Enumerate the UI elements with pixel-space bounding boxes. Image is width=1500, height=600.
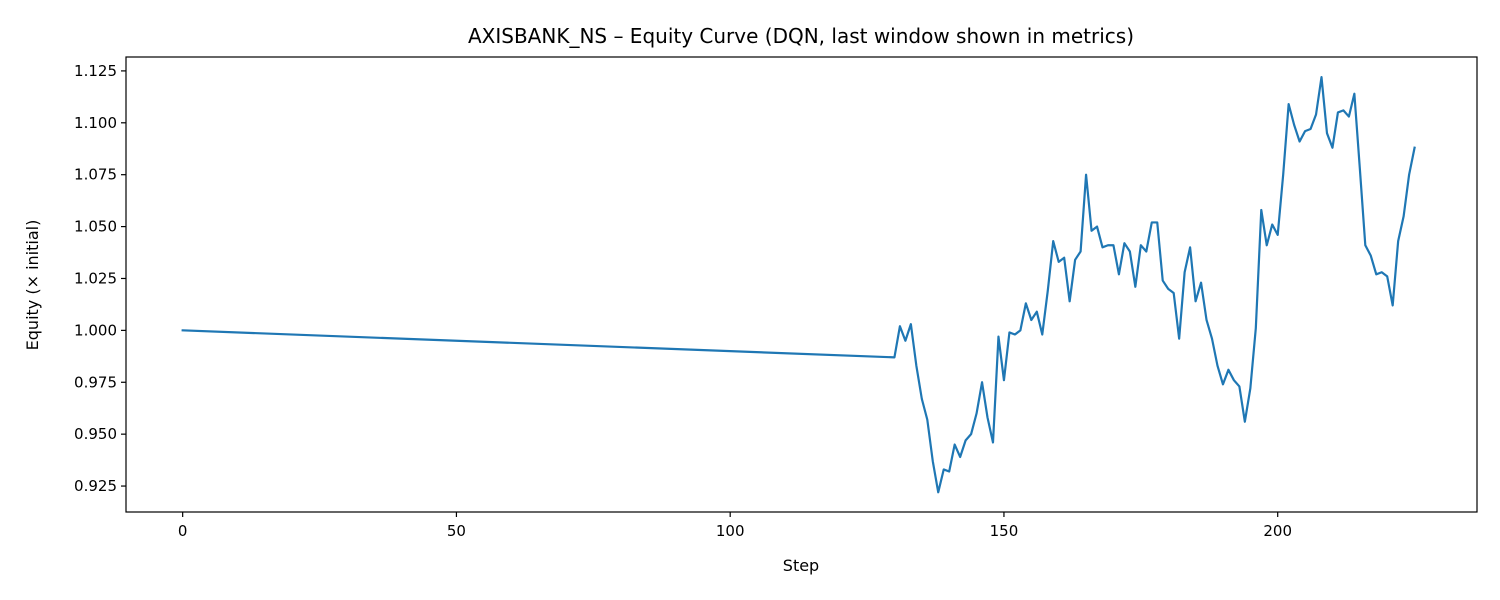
x-axis-label: Step	[783, 556, 819, 575]
y-tick-label: 1.125	[74, 62, 117, 80]
chart-title: AXISBANK_NS – Equity Curve (DQN, last wi…	[468, 24, 1134, 48]
x-tick-label: 200	[1263, 522, 1292, 540]
y-tick-label: 1.025	[74, 269, 117, 287]
y-tick-label: 1.075	[74, 166, 117, 184]
x-tick-label: 100	[716, 522, 745, 540]
x-tick-label: 50	[447, 522, 466, 540]
plot-area: 0 50 100 150 200 0.925 0.950 0.975 1.000 1.025 1.0…	[74, 56, 1478, 540]
series-line-0	[181, 76, 1416, 494]
x-tick-label: 0	[178, 522, 188, 540]
y-tick-label: 1.050	[74, 218, 117, 236]
axes-frame	[125, 56, 1478, 513]
y-tick-label: 1.000	[74, 321, 117, 339]
y-tick-label: 1.100	[74, 114, 117, 132]
x-tick-label: 150	[990, 522, 1019, 540]
y-axis-label: Equity (× initial)	[23, 220, 42, 351]
y-tick-label: 0.950	[74, 425, 117, 443]
y-tick-label: 0.975	[74, 373, 117, 391]
y-tick-label: 0.925	[74, 477, 117, 495]
